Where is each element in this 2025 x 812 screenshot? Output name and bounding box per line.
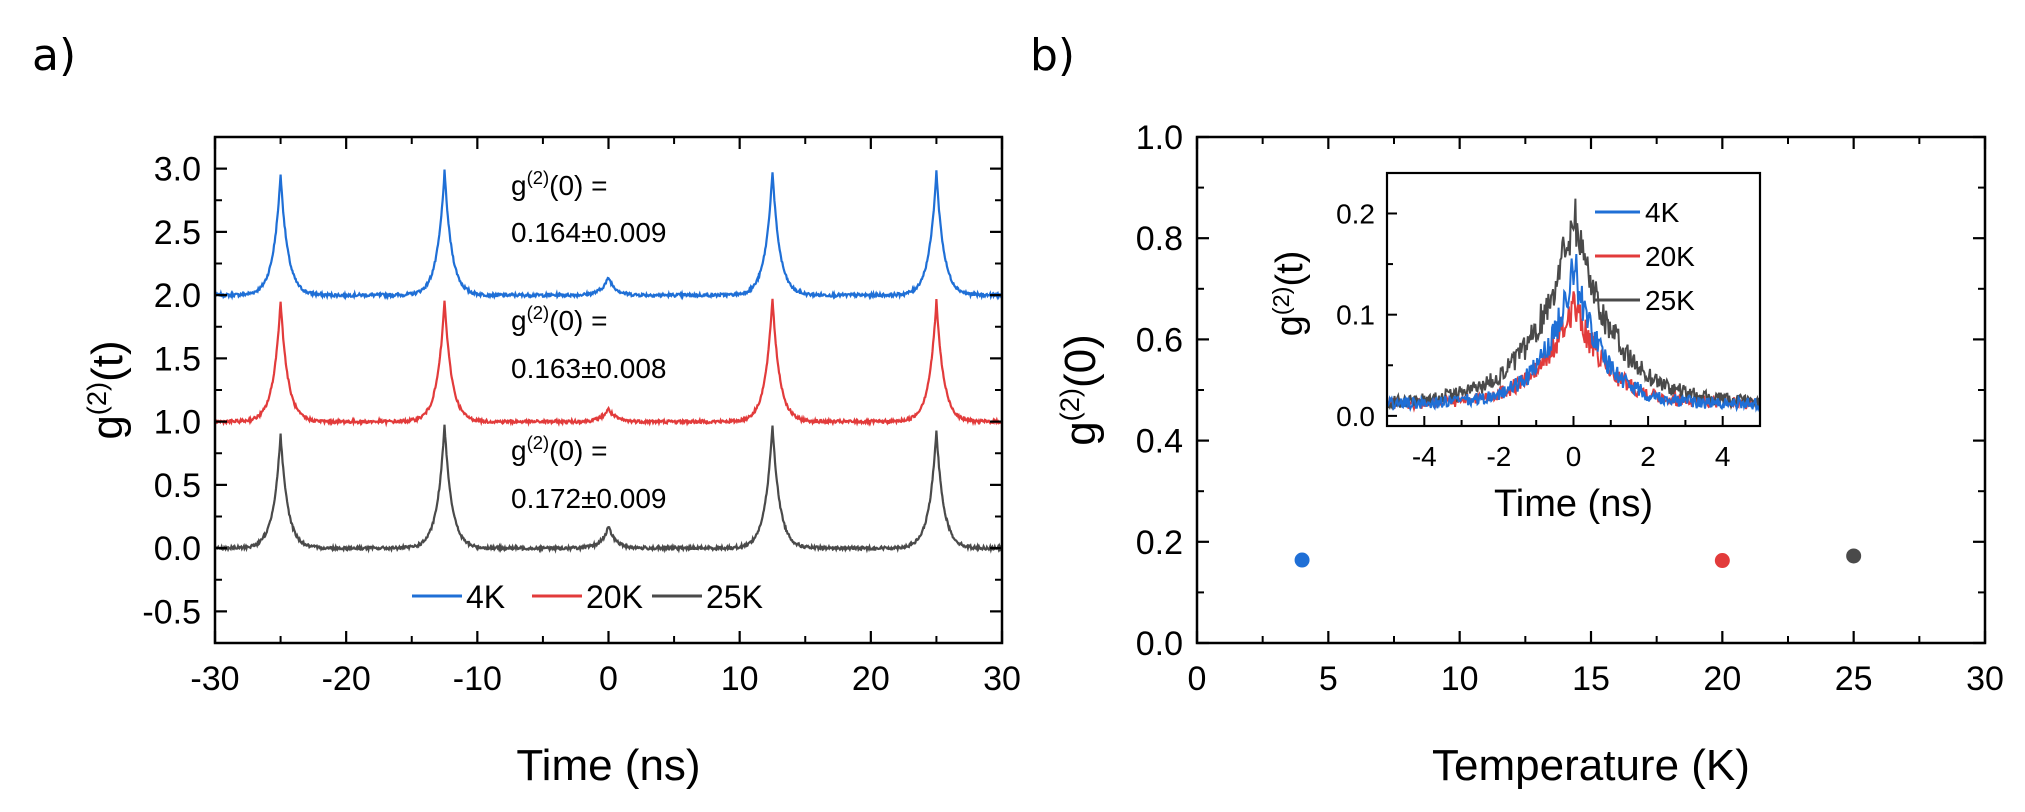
y-tick-label: 3.0 [154, 151, 201, 189]
inset-series-line-4K [1386, 254, 1761, 413]
panel-a-chart: -30 -20 -10 0 10 20 30 -0.5 0.0 0.5 1.0 1.5 2.0 2.5 3.… [81, 135, 1021, 790]
x-tick-label: -10 [453, 660, 502, 698]
inset-legend-label-4K: 4K [1645, 197, 1680, 228]
inset-x-tick-label: 4 [1715, 441, 1731, 472]
x-tick-label: 20 [852, 660, 890, 698]
annotation-25K-value: 0.172±0.009 [511, 483, 667, 514]
x-tick-label: 0 [599, 660, 618, 698]
y-tick-label: 0.8 [1136, 220, 1183, 258]
y-tick-label: 0.0 [1136, 625, 1183, 663]
y-tick-label: 1.5 [154, 340, 201, 378]
inset-legend-label-20K: 20K [1645, 241, 1695, 272]
series-line-25K [214, 424, 1003, 554]
x-tick-label: 10 [721, 660, 759, 698]
data-point-25K [1846, 548, 1862, 564]
panel-b-chart: 0 5 10 15 20 25 300.00.20.40.60.81.0Temperatur… [1054, 119, 2004, 790]
panel-b-inset: -4 -2 0 2 4 0.0 0.1 0.2 Time (ns) g(2)(t) 4K 20K 25K [1268, 171, 1762, 525]
data-point-20K [1714, 553, 1730, 569]
x-tick-label: 25 [1835, 660, 1873, 698]
annotation-20K-line1: g(2)(0) = [511, 302, 608, 336]
x-tick-label: 10 [1441, 660, 1479, 698]
panel-a-legend: 4K 20K 25K [412, 579, 763, 615]
series-line-20K [214, 298, 1004, 428]
x-axis-label: Time (ns) [516, 741, 700, 790]
x-tick-label: 15 [1572, 660, 1610, 698]
y-tick-label: 2.0 [154, 277, 201, 315]
annotation-4K-line1: g(2)(0) = [511, 167, 608, 201]
y-tick-label: 0.4 [1136, 423, 1183, 461]
panel-b-label: b) [1030, 30, 1076, 81]
inset-x-tick-label: 0 [1566, 441, 1582, 472]
inset-y-tick-label: 0.0 [1336, 401, 1375, 432]
y-tick-label: 2.5 [154, 214, 201, 252]
inset-y-tick-label: 0.2 [1336, 198, 1375, 229]
y-axis-label: g(2)(t) [81, 340, 132, 439]
inset-legend: 4K 20K 25K [1595, 197, 1695, 316]
data-point-4K [1294, 552, 1310, 568]
legend-label-25K: 25K [706, 579, 763, 615]
x-axis-label: Temperature (K) [1432, 741, 1750, 790]
inset-x-tick-label: 2 [1640, 441, 1656, 472]
y-tick-label: 0.0 [154, 530, 201, 568]
y-tick-label: 0.5 [154, 467, 201, 505]
y-tick-label: 1.0 [154, 404, 201, 442]
y-tick-label: -0.5 [142, 593, 201, 631]
inset-x-axis-label: Time (ns) [1494, 483, 1653, 525]
panel-a-label: a) [32, 30, 77, 81]
inset-y-tick-label: 0.1 [1336, 300, 1375, 331]
y-tick-label: 0.2 [1136, 524, 1183, 562]
annotation-25K-line1: g(2)(0) = [511, 432, 608, 466]
x-tick-label: 30 [1966, 660, 2004, 698]
x-tick-label: -30 [190, 660, 239, 698]
inset-legend-label-25K: 25K [1645, 285, 1695, 316]
annotation-20K-value: 0.163±0.008 [511, 353, 667, 384]
inset-x-tick-label: -4 [1412, 441, 1437, 472]
series-line-4K [214, 169, 1003, 301]
y-tick-label: 1.0 [1136, 119, 1183, 157]
x-tick-label: 5 [1319, 660, 1338, 698]
x-tick-label: 0 [1188, 660, 1207, 698]
annotation-4K-value: 0.164±0.009 [511, 217, 667, 248]
x-tick-label: 20 [1703, 660, 1741, 698]
legend-label-4K: 4K [466, 579, 505, 615]
x-tick-label: -20 [322, 660, 371, 698]
panel-a-frame [213, 135, 1004, 645]
x-tick-label: 30 [983, 660, 1021, 698]
y-axis-label: g(2)(0) [1054, 334, 1105, 446]
inset-x-tick-label: -2 [1486, 441, 1511, 472]
legend-label-20K: 20K [586, 579, 643, 615]
inset-y-axis-label: g(2)(t) [1268, 251, 1311, 337]
y-tick-label: 0.6 [1136, 321, 1183, 359]
